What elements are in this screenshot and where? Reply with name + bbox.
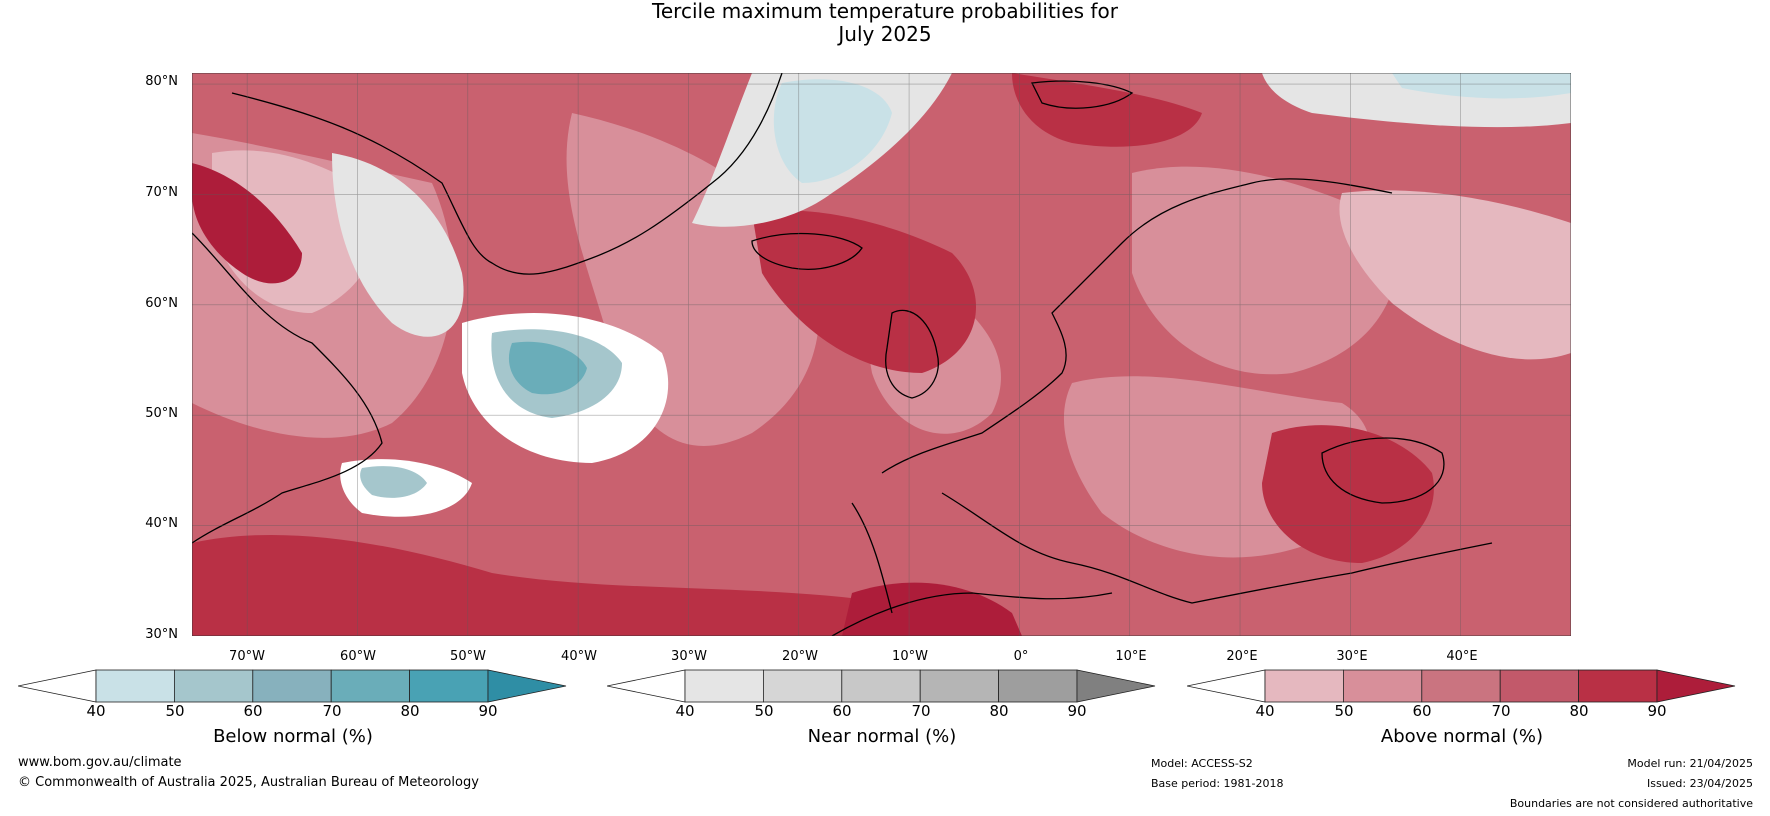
coastline-black-sea bbox=[1321, 437, 1445, 504]
colorbar-below-tick-50: 50 bbox=[165, 702, 185, 720]
colorbar-near-lower-extend bbox=[606, 669, 686, 703]
colorbar-below-tick-80: 80 bbox=[400, 702, 420, 720]
colorbar-below-svg bbox=[17, 669, 567, 703]
colorbar-below-segment bbox=[173, 669, 254, 703]
colorbar-above-segment bbox=[1342, 669, 1423, 703]
colorbar-near-segment bbox=[762, 669, 843, 703]
map-graticule bbox=[192, 73, 1571, 636]
lat-label-70n: 70°N bbox=[145, 185, 178, 200]
region-below-normal-mid-atlantic-core bbox=[508, 341, 587, 395]
footer-issued: Issued: 23/04/2025 bbox=[1646, 777, 1753, 790]
coastline-british-isles bbox=[885, 309, 939, 399]
footer-model-run: Model run: 21/04/2025 bbox=[1627, 757, 1753, 770]
colorbar-above-tick-40: 40 bbox=[1255, 702, 1275, 720]
lat-label-40n: 40°N bbox=[145, 516, 178, 531]
region-below-normal-newfoundland bbox=[360, 466, 427, 498]
lon-label-40w: 40°W bbox=[561, 649, 597, 664]
footer-disclaimer: Boundaries are not considered authoritat… bbox=[1509, 797, 1753, 810]
colorbar-above-tick-50: 50 bbox=[1334, 702, 1354, 720]
region-above-80-90-svalbard bbox=[1012, 73, 1202, 147]
lon-label-50w: 50°W bbox=[450, 649, 486, 664]
region-above-80-90-east-europe bbox=[1262, 425, 1434, 563]
footer-copyright: © Commonwealth of Australia 2025, Austra… bbox=[18, 775, 479, 790]
colorbar-near-segment bbox=[841, 669, 921, 703]
colorbar-near-label: Near normal (%) bbox=[807, 726, 957, 747]
colorbar-above-tick-90: 90 bbox=[1647, 702, 1667, 720]
colorbar-near-tick-90: 90 bbox=[1067, 702, 1087, 720]
lon-label-10w: 10°W bbox=[892, 649, 928, 664]
colorbar-below-tick-70: 70 bbox=[322, 702, 342, 720]
coastline-iceland bbox=[751, 232, 863, 270]
region-near-normal-labrador bbox=[332, 153, 464, 337]
colorbar-above-tick-80: 80 bbox=[1569, 702, 1589, 720]
colorbar-above-segment bbox=[1499, 669, 1580, 703]
region-above-40-50-northeast bbox=[1339, 190, 1571, 360]
colorbar-above-segment bbox=[1421, 669, 1501, 703]
lon-label-30w: 30°W bbox=[671, 649, 707, 664]
colorbar-near-tick-70: 70 bbox=[911, 702, 931, 720]
colorbar-above-normal: 40 50 60 70 80 90 Above normal (%) bbox=[1186, 668, 1737, 747]
footer-model: Model: ACCESS-S2 bbox=[1151, 757, 1253, 770]
lon-label-20e: 20°E bbox=[1226, 649, 1258, 664]
lon-label-0: 0° bbox=[1013, 649, 1029, 664]
region-below-normal-northeast bbox=[1392, 73, 1571, 99]
colorbar-below-lower-extend bbox=[17, 669, 97, 703]
colorbar-near-tick-60: 60 bbox=[832, 702, 852, 720]
lat-label-30n: 30°N bbox=[145, 627, 178, 642]
colorbar-near-tick-40: 40 bbox=[675, 702, 695, 720]
colorbar-near-upper-extend bbox=[1076, 669, 1156, 703]
colorbar-near-normal: 40 50 60 70 80 90 Near normal (%) bbox=[606, 668, 1157, 747]
lon-label-40e: 40°E bbox=[1446, 649, 1478, 664]
colorbar-near-svg bbox=[606, 669, 1156, 703]
colorbar-above-segment bbox=[1578, 669, 1658, 703]
lon-label-60w: 60°W bbox=[340, 649, 376, 664]
title-line-1: Tercile maximum temperature probabilitie… bbox=[652, 0, 1118, 23]
coastline-canada-labrador bbox=[192, 232, 383, 544]
colorbar-below-tick-60: 60 bbox=[243, 702, 263, 720]
lat-label-50n: 50°N bbox=[145, 406, 178, 421]
colorbar-near-tick-50: 50 bbox=[754, 702, 774, 720]
lat-label-80n: 80°N bbox=[145, 74, 178, 89]
colorbar-above-svg bbox=[1186, 669, 1736, 703]
colorbar-above-tick-60: 60 bbox=[1412, 702, 1432, 720]
colorbar-above-lower-extend bbox=[1186, 669, 1266, 703]
colorbar-above-upper-extend bbox=[1656, 669, 1736, 703]
colorbar-near-segment bbox=[998, 669, 1078, 703]
lat-label-60n: 60°N bbox=[145, 296, 178, 311]
title-line-2: July 2025 bbox=[838, 22, 932, 46]
colorbar-below-segment bbox=[330, 669, 411, 703]
lon-label-10e: 10°E bbox=[1115, 649, 1147, 664]
forecast-map[interactable] bbox=[192, 73, 1571, 636]
colorbar-near-segment bbox=[919, 669, 1000, 703]
colorbar-below-upper-extend bbox=[487, 669, 567, 703]
colorbar-below-tick-40: 40 bbox=[86, 702, 106, 720]
footer-base-period: Base period: 1981-2018 bbox=[1151, 777, 1284, 790]
map-svg bbox=[192, 73, 1571, 636]
coastline-europe bbox=[851, 178, 1493, 614]
footer-website[interactable]: www.bom.gov.au/climate bbox=[18, 755, 182, 770]
colorbar-below-segment bbox=[252, 669, 332, 703]
lon-label-30e: 30°E bbox=[1336, 649, 1368, 664]
colorbar-above-tick-70: 70 bbox=[1491, 702, 1511, 720]
colorbar-near-segment bbox=[684, 669, 764, 703]
coastline-greenland bbox=[231, 73, 783, 275]
colorbar-above-segment bbox=[1264, 669, 1344, 703]
colorbar-below-normal: 40 50 60 70 80 90 Below normal (%) bbox=[17, 668, 568, 747]
colorbar-below-label: Below normal (%) bbox=[213, 726, 373, 747]
lon-label-20w: 20°W bbox=[782, 649, 818, 664]
colorbar-near-tick-80: 80 bbox=[989, 702, 1009, 720]
colorbar-below-segment bbox=[95, 669, 175, 703]
colorbar-above-label: Above normal (%) bbox=[1380, 726, 1544, 747]
map-title: Tercile maximum temperature probabilitie… bbox=[0, 0, 1770, 46]
region-above-80-90-central-atlantic bbox=[752, 210, 976, 373]
colorbar-below-tick-90: 90 bbox=[478, 702, 498, 720]
region-below-normal-fram-strait bbox=[773, 79, 892, 183]
region-above-80-90-south bbox=[192, 534, 892, 636]
coastline-svalbard bbox=[1031, 80, 1134, 109]
region-above-50-60-scandinavia bbox=[1132, 166, 1398, 375]
coastline-north-africa bbox=[831, 592, 1113, 636]
colorbar-below-segment bbox=[409, 669, 489, 703]
lon-label-70w: 70°W bbox=[229, 649, 265, 664]
